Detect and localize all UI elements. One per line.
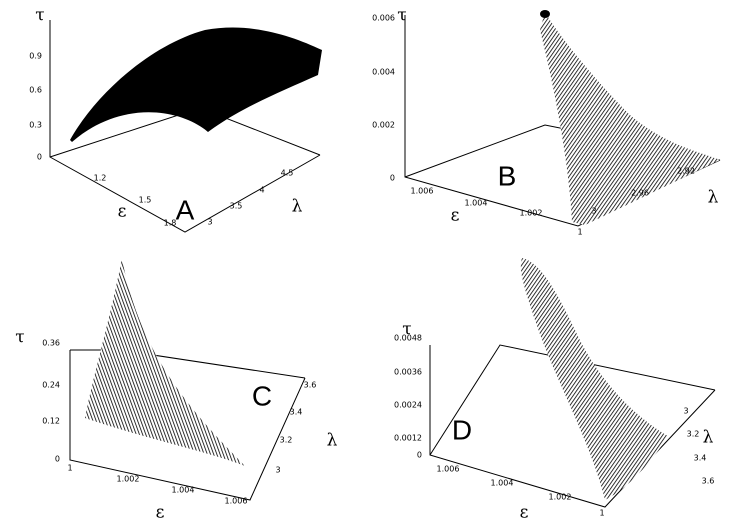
surface-b (540, 12, 720, 225)
panel-label: A (176, 194, 195, 225)
x-axis-label: ε (156, 503, 165, 523)
y-tick-label: 3.2 (687, 430, 700, 439)
z-tick-label: 0.6 (29, 86, 42, 95)
x-tick-label: 1.002 (117, 475, 140, 484)
surface-c (85, 258, 245, 466)
y-tick-label: 4.5 (281, 169, 294, 178)
x-tick-label: 1.004 (491, 479, 514, 488)
z-tick-label: 0.0048 (394, 334, 422, 343)
surface-a (70, 27, 322, 143)
x-tick-label: 1 (67, 464, 72, 473)
z-tick-label: 0.002 (372, 121, 395, 130)
z-axis-label: τ (35, 6, 44, 26)
y-tick-label: 3.5 (230, 202, 243, 211)
panel-label: D (452, 414, 472, 445)
y-axis-label: λ (708, 188, 719, 208)
x-axis-label: ε (520, 503, 529, 523)
x-tick-label: 1 (599, 509, 604, 518)
y-tick-label: 3 (683, 407, 688, 416)
z-tick-label: 0.0024 (394, 401, 422, 410)
z-tick-label: 0.0036 (394, 368, 422, 377)
y-tick-label: 3 (207, 218, 212, 227)
x-axis-label: ε (118, 202, 127, 222)
z-tick-label: 0.3 (29, 121, 42, 130)
y-tick-label: 2.92 (677, 167, 695, 176)
y-tick-label: 3.2 (280, 436, 293, 445)
z-tick-label: 0 (417, 451, 422, 460)
z-tick-label: 0.36 (42, 339, 60, 348)
z-tick-label: 0 (55, 455, 60, 464)
x-tick-label: 1.2 (94, 174, 107, 183)
x-tick-label: 1.8 (164, 219, 177, 228)
x-tick-label: 1.5 (139, 196, 152, 205)
panel-a-axes (49, 20, 322, 233)
panel-d-axes (429, 258, 716, 508)
x-tick-label: 1.004 (172, 486, 195, 495)
y-tick-label: 3.4 (290, 408, 303, 417)
x-axis-label: ε (451, 206, 460, 226)
panel-c-axes (69, 258, 306, 501)
x-tick-label: 1 (577, 228, 582, 237)
z-tick-label: 0.9 (29, 52, 42, 61)
panel-b-axes (404, 10, 721, 227)
y-axis-label: λ (327, 431, 338, 451)
panel-label: B (498, 160, 517, 191)
y-tick-label: 4 (259, 186, 264, 195)
z-tick-label: 0.006 (372, 14, 395, 23)
y-tick-label: 2.96 (631, 189, 649, 198)
z-tick-label: 0.24 (42, 381, 60, 390)
x-tick-label: 1.006 (437, 465, 460, 474)
y-axis-label: λ (292, 197, 303, 217)
x-tick-label: 1.002 (520, 209, 543, 218)
surface-b-peak (540, 10, 550, 18)
x-tick-label: 1.004 (465, 199, 488, 208)
surface-d (520, 258, 668, 500)
y-tick-label: 3.6 (702, 477, 715, 486)
y-axis-label: λ (703, 428, 714, 448)
z-axis-label: τ (397, 6, 406, 26)
z-tick-label: 0.12 (42, 417, 60, 426)
z-axis-label: τ (402, 320, 411, 340)
panel-label: C (252, 380, 272, 411)
z-tick-label: 0.0012 (394, 434, 422, 443)
z-tick-label: 0 (37, 153, 42, 162)
x-tick-label: 1.002 (549, 493, 572, 502)
z-tick-label: 0.004 (372, 68, 395, 77)
y-tick-label: 3 (591, 207, 596, 216)
x-tick-label: 1.006 (411, 187, 434, 196)
z-tick-label: 0 (390, 174, 395, 183)
z-axis-label: τ (15, 328, 24, 348)
y-tick-label: 3.4 (694, 454, 707, 463)
x-tick-label: 1.006 (225, 497, 248, 506)
y-tick-label: 3.6 (304, 381, 317, 390)
y-tick-label: 3 (275, 466, 280, 475)
